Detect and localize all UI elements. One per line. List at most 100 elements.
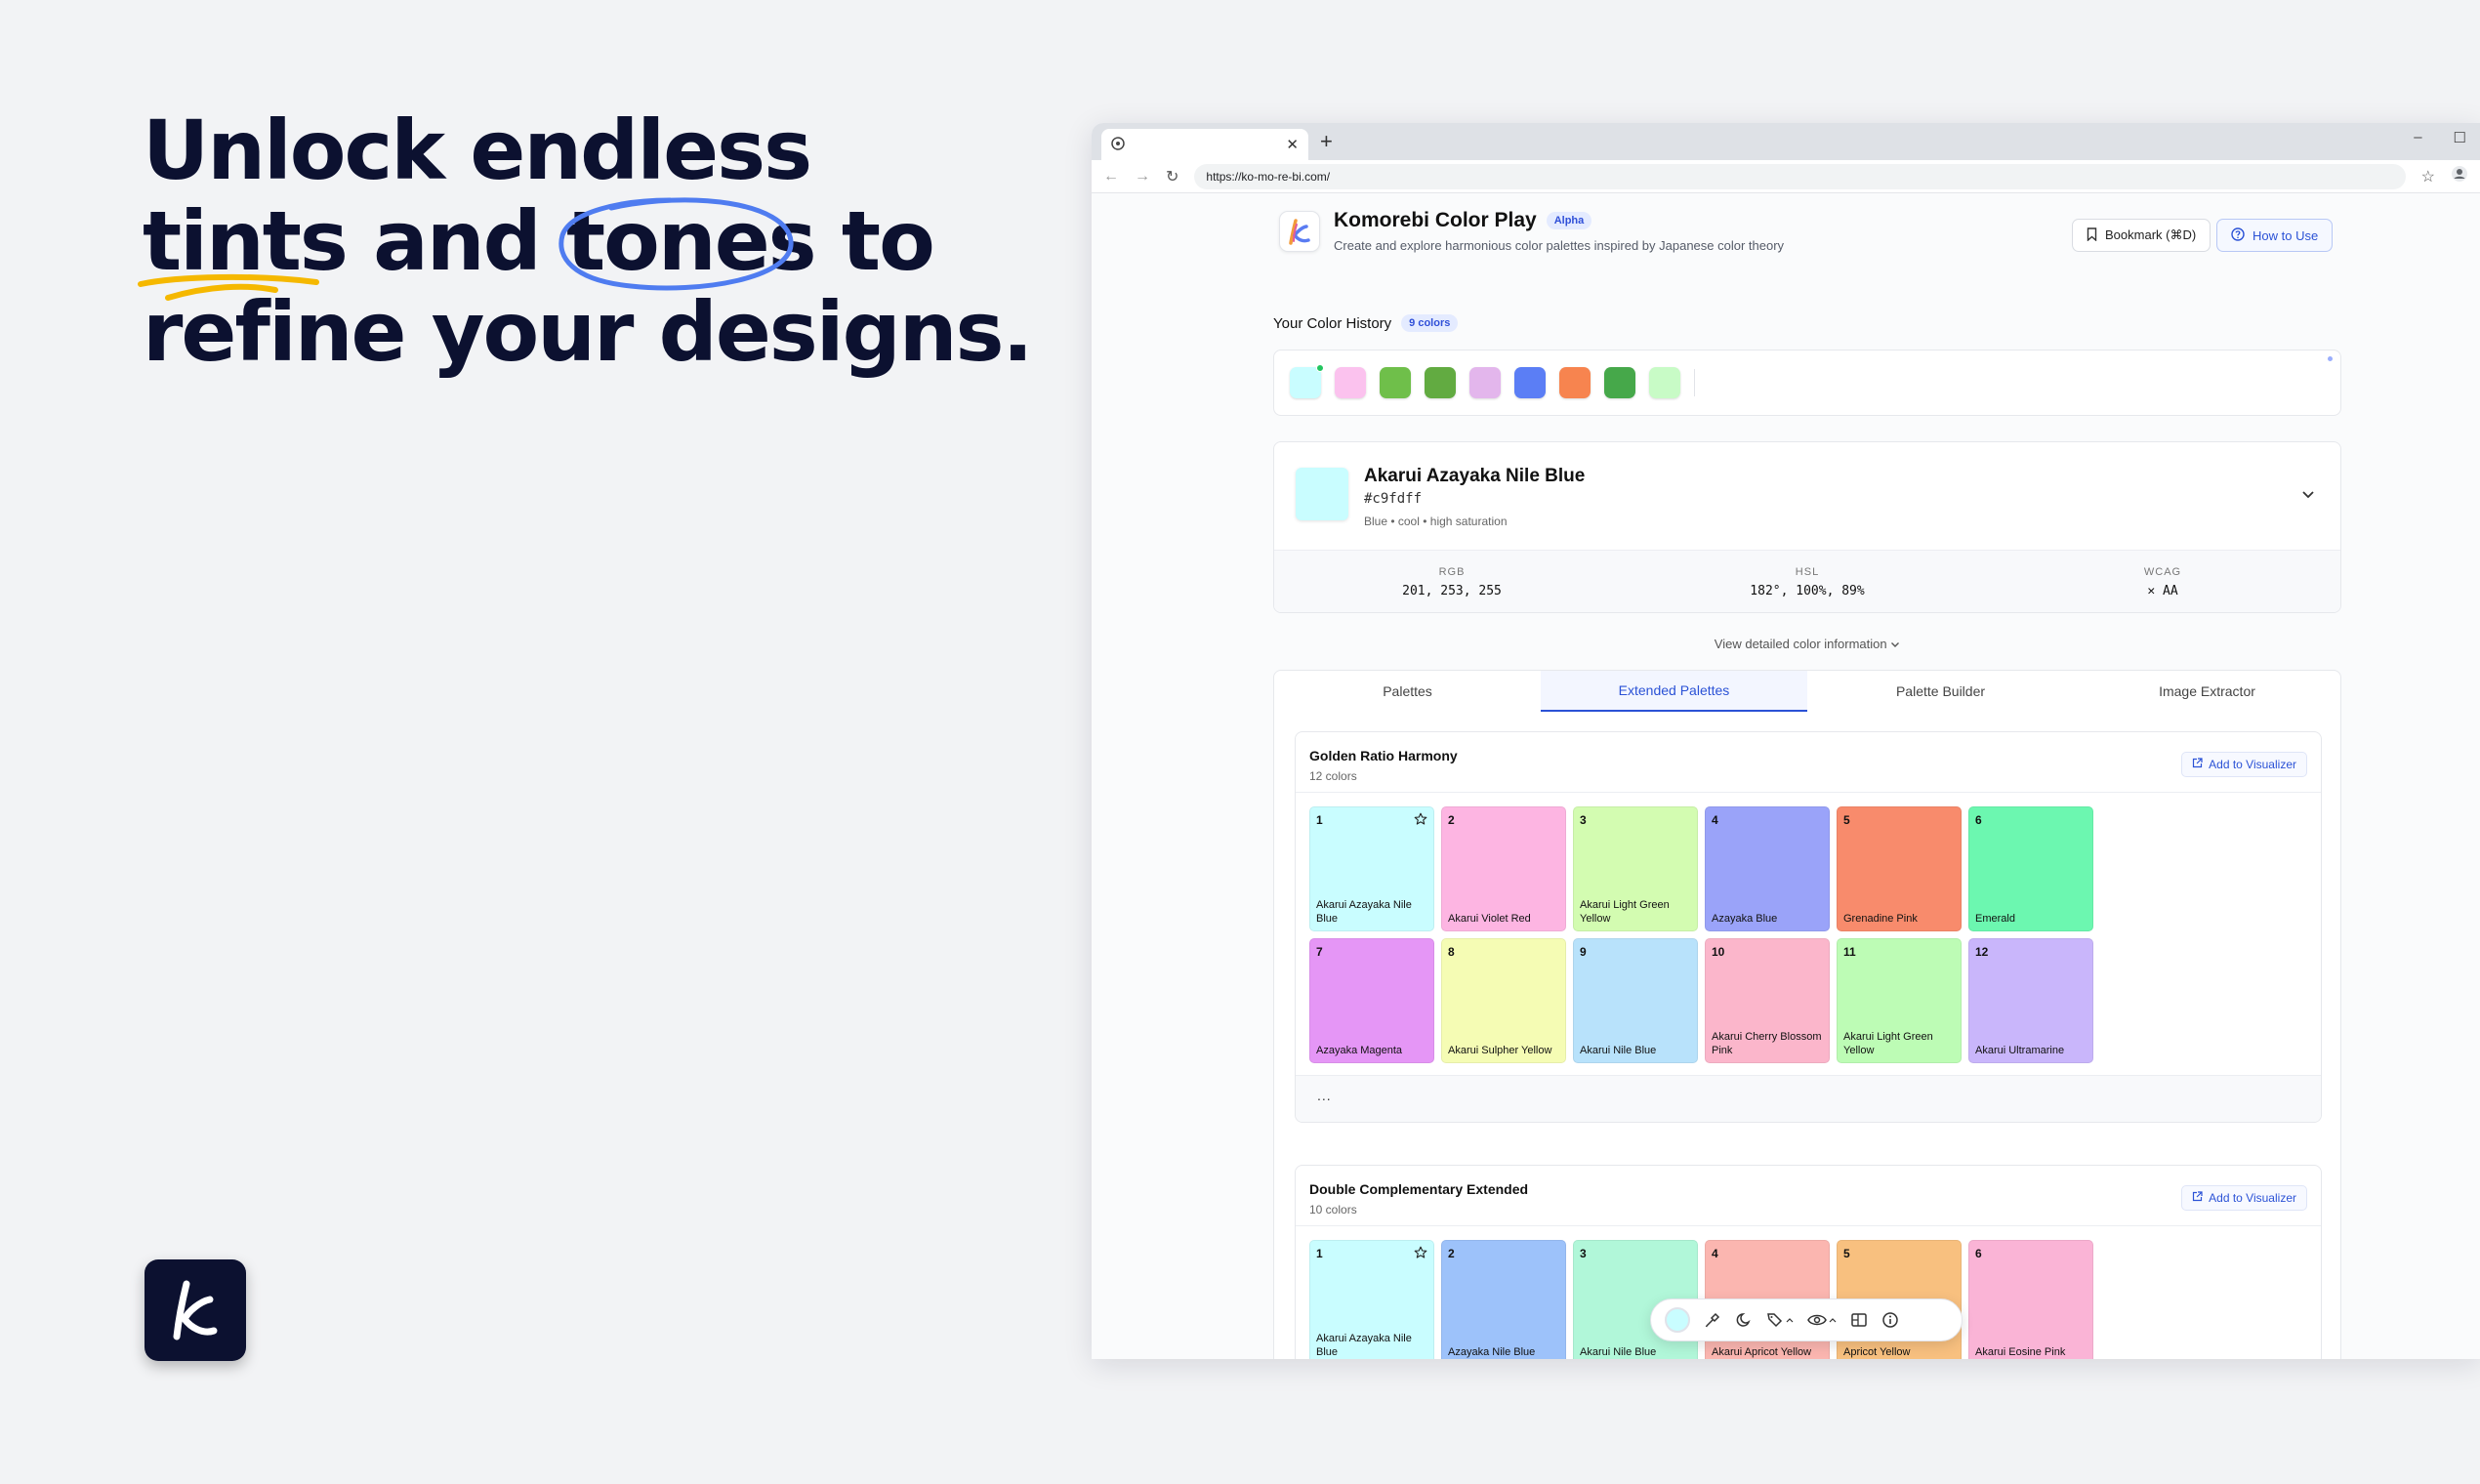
view-details-link[interactable]: View detailed color information [1273, 637, 2341, 651]
color-tile[interactable]: 2 Akarui Violet Red [1441, 806, 1566, 931]
url-field[interactable]: https://ko-mo-re-bi.com/ [1194, 163, 2406, 189]
maximize-icon[interactable]: ☐ [2453, 130, 2466, 146]
color-tile[interactable]: 2 Azayaka Nile Blue [1441, 1240, 1566, 1359]
selected-color-name: Akarui Azayaka Nile Blue [1364, 466, 1586, 486]
color-tile[interactable]: 3 Akarui Light Green Yellow [1573, 806, 1698, 931]
color-tile[interactable]: 1 Akarui Azayaka Nile Blue [1309, 806, 1434, 931]
history-indicator-dot [2328, 356, 2333, 361]
address-bar: ← → ↻ https://ko-mo-re-bi.com/ ☆ [1092, 160, 2480, 193]
chevron-down-icon[interactable] [2301, 487, 2315, 503]
reload-icon[interactable]: ↻ [1166, 168, 1179, 186]
add-to-visualizer-label: Add to Visualizer [2209, 1191, 2296, 1205]
tab-palettes[interactable]: Palettes [1383, 683, 1432, 699]
stat-wcag-value: ✕ AA [2147, 584, 2178, 598]
color-tile[interactable]: 9 Akarui Nile Blue [1573, 938, 1698, 1063]
tile-color-name: Azayaka Magenta [1316, 1045, 1403, 1056]
tile-index: 6 [1975, 813, 1982, 827]
close-tab-icon[interactable]: ✕ [1286, 137, 1299, 153]
view-details-label: View detailed color information [1714, 637, 1887, 651]
hero-word-to: to [841, 193, 935, 289]
show-more-button[interactable]: ... [1296, 1075, 2321, 1122]
color-tile[interactable]: 5 Grenadine Pink [1837, 806, 1962, 931]
tab-image-extractor[interactable]: Image Extractor [2159, 683, 2255, 699]
stat-rgb: RGB 201, 253, 255 [1274, 551, 1630, 612]
tile-index: 7 [1316, 945, 1323, 959]
bookmark-button[interactable]: Bookmark (⌘D) [2072, 219, 2211, 252]
history-swatch[interactable] [1649, 367, 1680, 398]
star-icon[interactable] [1414, 1246, 1427, 1264]
history-swatch[interactable] [1559, 367, 1591, 398]
history-swatch[interactable] [1290, 364, 1324, 398]
page-content: Komorebi Color Play Alpha Create and exp… [1092, 193, 2480, 1359]
tile-color-name: Akarui Light Green Yellow [1843, 1031, 1933, 1056]
tag-menu-icon[interactable] [1766, 1311, 1794, 1329]
tile-color-name: Akarui Light Green Yellow [1580, 899, 1670, 925]
back-icon[interactable]: ← [1103, 167, 1119, 185]
tab-palette-builder[interactable]: Palette Builder [1895, 683, 1986, 699]
app-logo-icon [1279, 210, 1320, 252]
new-tab-icon[interactable]: + [1320, 129, 1333, 153]
tab-extended-palettes[interactable]: Extended Palettes [1541, 671, 1807, 712]
history-swatch[interactable] [1514, 367, 1546, 398]
color-tile[interactable]: 10 Akarui Cherry Blossom Pink [1705, 938, 1830, 1063]
info-icon[interactable] [1881, 1311, 1899, 1329]
external-link-icon [2192, 758, 2203, 771]
tile-index: 4 [1712, 813, 1718, 827]
star-bookmark-icon[interactable]: ☆ [2420, 168, 2435, 186]
forward-icon[interactable]: → [1135, 167, 1150, 185]
palette-count: 10 colors [1309, 1203, 1357, 1216]
tile-color-name: Akarui Apricot Yellow [1712, 1346, 1812, 1358]
stat-hsl-label: HSL [1795, 566, 1820, 578]
tile-index: 5 [1843, 1247, 1850, 1260]
alpha-badge: Alpha [1546, 212, 1592, 229]
current-color-swatch[interactable] [1665, 1307, 1690, 1333]
tile-color-name: Akarui Eosine Pink [1975, 1346, 2066, 1358]
stat-hsl: HSL 182°, 100%, 89% [1630, 551, 1985, 612]
add-to-visualizer-button[interactable]: Add to Visualizer [2181, 752, 2307, 777]
selected-color-preview [1296, 468, 1348, 520]
color-tile[interactable]: 4 Azayaka Blue [1705, 806, 1830, 931]
color-tile[interactable]: 12 Akarui Ultramarine [1968, 938, 2093, 1063]
tile-color-name: Akarui Violet Red [1448, 913, 1531, 925]
tile-index: 2 [1448, 813, 1455, 827]
color-tile[interactable]: 6 Akarui Eosine Pink [1968, 1240, 2093, 1359]
history-swatch[interactable] [1469, 367, 1501, 398]
selected-color-hex[interactable]: #c9fdff [1364, 491, 1423, 507]
tile-index: 5 [1843, 813, 1850, 827]
color-history-heading: Your Color History 9 colors [1273, 314, 1459, 332]
color-tile[interactable]: 1 Akarui Azayaka Nile Blue [1309, 1240, 1434, 1359]
profile-icon[interactable] [2451, 165, 2468, 187]
browser-tab[interactable]: ✕ [1101, 129, 1308, 160]
color-tile[interactable]: 7 Azayaka Magenta [1309, 938, 1434, 1063]
tile-index: 8 [1448, 945, 1455, 959]
add-to-visualizer-button[interactable]: Add to Visualizer [2181, 1185, 2307, 1211]
moon-icon[interactable] [1735, 1311, 1753, 1329]
star-icon[interactable] [1414, 812, 1427, 831]
palette-grid: 1 Akarui Azayaka Nile Blue 2 Akarui Violet … [1296, 793, 2200, 1075]
history-swatch[interactable] [1604, 367, 1635, 398]
how-to-use-label: How to Use [2253, 227, 2319, 243]
minimize-icon[interactable]: – [2414, 129, 2422, 145]
tile-index: 10 [1712, 945, 1725, 959]
color-tile[interactable]: 11 Akarui Light Green Yellow [1837, 938, 1962, 1063]
color-tile[interactable]: 6 Emerald [1968, 806, 2093, 931]
add-to-visualizer-label: Add to Visualizer [2209, 758, 2296, 771]
eyedropper-icon[interactable] [1704, 1311, 1721, 1329]
bookmark-icon [2087, 227, 2097, 244]
layout-panel-icon[interactable] [1850, 1311, 1868, 1329]
chevron-down-small-icon [1890, 637, 1900, 651]
palette-header: Golden Ratio Harmony 12 colors Add to Vi… [1296, 732, 2321, 793]
window-controls: – ☐ [2414, 129, 2466, 146]
history-swatch[interactable] [1380, 367, 1411, 398]
hero-word-tones: tones [558, 196, 817, 291]
eye-menu-icon[interactable] [1807, 1311, 1837, 1329]
tile-index: 12 [1975, 945, 1989, 959]
help-icon [2231, 227, 2245, 244]
color-tile[interactable]: 8 Akarui Sulpher Yellow [1441, 938, 1566, 1063]
tile-color-name: Azayaka Blue [1712, 913, 1778, 925]
history-swatch[interactable] [1335, 367, 1366, 398]
hero-word-tints: tints [138, 196, 349, 301]
how-to-use-button[interactable]: How to Use [2216, 219, 2334, 252]
history-swatch[interactable] [1425, 367, 1456, 398]
tile-index: 6 [1975, 1247, 1982, 1260]
